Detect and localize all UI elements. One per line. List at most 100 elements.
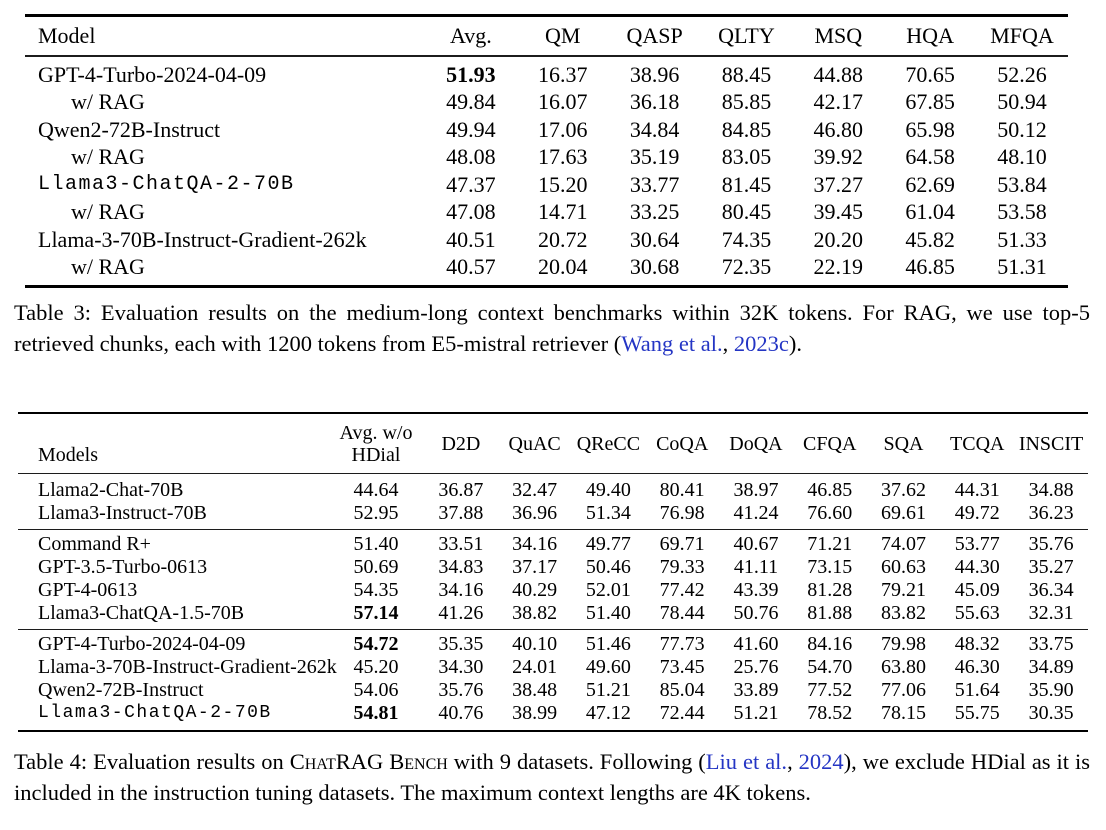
score-cell: 46.80 bbox=[813, 116, 864, 142]
table-3-body: GPT-4-Turbo-2024-04-09 51.93 16.37 38.96 88.… bbox=[25, 56, 1068, 287]
score-cell: 37.88 bbox=[438, 501, 484, 524]
score-cell: 67.85 bbox=[905, 89, 955, 114]
column-header: Models bbox=[38, 443, 98, 466]
score-cell: 74.07 bbox=[866, 528, 941, 556]
score-cell: 43.39 bbox=[733, 578, 779, 601]
citation-link[interactable]: 2023c bbox=[733, 330, 789, 356]
column-header: D2D bbox=[441, 432, 481, 455]
model-name: w/ RAG bbox=[71, 199, 145, 224]
column-header: HQA bbox=[906, 22, 954, 48]
column-header: Model bbox=[38, 22, 96, 48]
score-cell: 16.07 bbox=[538, 89, 588, 114]
model-name: Command R+ bbox=[18, 528, 328, 556]
score-cell: 77.06 bbox=[880, 678, 926, 701]
score-cell: 44.88 bbox=[813, 61, 864, 87]
model-name: GPT-3.5-Turbo-0613 bbox=[38, 555, 208, 578]
column-header: QReCC bbox=[576, 432, 641, 455]
score-cell: 41.11 bbox=[733, 555, 779, 578]
table-row: w/ RAG 49.84 16.07 36.18 85.85 42.17 67.85 50.9… bbox=[25, 88, 1068, 116]
score-cell: 47.12 bbox=[585, 701, 631, 724]
score-cell: 48.32 bbox=[940, 628, 1015, 656]
score-cell: 37.62 bbox=[880, 478, 926, 501]
score-cell: 74.35 bbox=[721, 226, 772, 252]
score-cell: 49.72 bbox=[954, 501, 1000, 524]
score-cell: 33.25 bbox=[629, 199, 680, 224]
table-row: Qwen2-72B-Instruct 49.94 17.06 34.84 84.85 46… bbox=[25, 116, 1068, 144]
table-row: Command R+ 51.40 33.51 34.16 49.77 69.71 40.67… bbox=[18, 528, 1088, 556]
score-cell: 20.20 bbox=[813, 226, 864, 252]
table-row: Llama3-ChatQA-2-70B 54.81 40.76 38.99 47.12 7… bbox=[18, 702, 1088, 731]
score-cell: 40.76 bbox=[438, 701, 484, 724]
score-cell: 84.16 bbox=[792, 628, 867, 656]
score-cell: 54.70 bbox=[807, 655, 853, 678]
score-cell: 51.46 bbox=[571, 628, 646, 656]
score-cell: 25.76 bbox=[733, 655, 779, 678]
score-cell: 69.71 bbox=[645, 528, 720, 556]
score-cell: 34.88 bbox=[1028, 478, 1074, 501]
column-header: QM bbox=[545, 22, 581, 48]
model-name: Llama3-ChatQA-1.5-70B bbox=[38, 601, 245, 624]
score-cell: 57.14 bbox=[353, 601, 399, 624]
score-cell: 85.04 bbox=[659, 678, 705, 701]
score-cell: 70.65 bbox=[905, 61, 955, 87]
citation-link[interactable]: Liu et al. bbox=[705, 748, 788, 774]
score-cell: 44.30 bbox=[954, 555, 1000, 578]
score-cell: 35.19 bbox=[629, 144, 680, 169]
score-cell: 38.82 bbox=[512, 601, 558, 624]
score-cell: 81.28 bbox=[807, 578, 853, 601]
score-cell: 51.21 bbox=[585, 678, 631, 701]
score-cell: 51.33 bbox=[997, 226, 1047, 252]
table-row: w/ RAG 47.08 14.71 33.25 80.45 39.45 61.04 53.5… bbox=[25, 198, 1068, 226]
model-name: GPT-4-Turbo-2024-04-09 bbox=[38, 61, 267, 87]
score-cell: 35.76 bbox=[438, 678, 484, 701]
table-4-body: Llama2-Chat-70B 44.64 36.87 32.47 49.40 80.41… bbox=[18, 473, 1088, 731]
score-cell: 77.52 bbox=[807, 678, 853, 701]
score-cell: 36.87 bbox=[438, 478, 484, 501]
score-cell: 40.10 bbox=[497, 628, 572, 656]
caption-text: , bbox=[722, 330, 734, 356]
table-row: w/ RAG 48.08 17.63 35.19 83.05 39.92 64.58 48.1… bbox=[25, 143, 1068, 171]
score-cell: 40.67 bbox=[719, 528, 793, 556]
score-cell: 20.72 bbox=[538, 226, 588, 252]
score-cell: 78.52 bbox=[807, 701, 853, 724]
citation-link[interactable]: 2024 bbox=[798, 748, 844, 774]
score-cell: 53.84 bbox=[997, 171, 1047, 197]
score-cell: 54.72 bbox=[328, 628, 424, 656]
model-name: GPT-4-Turbo-2024-04-09 bbox=[18, 628, 328, 656]
score-cell: 52.26 bbox=[997, 61, 1047, 87]
score-cell: 61.04 bbox=[905, 199, 955, 224]
score-cell: 50.76 bbox=[733, 601, 779, 624]
score-cell: 14.71 bbox=[538, 199, 588, 224]
score-cell: 34.83 bbox=[438, 555, 484, 578]
score-cell: 35.35 bbox=[424, 628, 498, 656]
score-cell: 48.10 bbox=[997, 144, 1047, 169]
score-cell: 65.98 bbox=[905, 116, 955, 142]
score-cell: 54.35 bbox=[353, 578, 399, 601]
score-cell: 38.97 bbox=[733, 478, 779, 501]
score-cell: 32.31 bbox=[1028, 601, 1074, 624]
citation-link[interactable]: Wang et al. bbox=[621, 330, 723, 356]
score-cell: 46.85 bbox=[905, 254, 955, 279]
score-cell: 71.21 bbox=[792, 528, 867, 556]
score-cell: 51.34 bbox=[585, 501, 631, 524]
score-cell: 49.77 bbox=[571, 528, 646, 556]
score-cell: 51.93 bbox=[446, 61, 496, 87]
table-3-caption: Table 3: Evaluation results on the mediu… bbox=[14, 297, 1090, 359]
score-cell: 50.94 bbox=[997, 89, 1047, 114]
score-cell: 81.45 bbox=[721, 171, 772, 197]
score-cell: 20.04 bbox=[538, 254, 588, 279]
score-cell: 80.41 bbox=[659, 478, 705, 501]
score-cell: 54.06 bbox=[353, 678, 399, 701]
table-row: Llama2-Chat-70B 44.64 36.87 32.47 49.40 80.41… bbox=[18, 473, 1088, 502]
score-cell: 50.69 bbox=[353, 555, 399, 578]
table-row: GPT-4-0613 54.35 34.16 40.29 52.01 77.42 43.39… bbox=[18, 579, 1088, 602]
score-cell: 46.30 bbox=[954, 655, 1000, 678]
table-row: Llama-3-70B-Instruct-Gradient-262k 40.51 2… bbox=[25, 226, 1068, 254]
table-row: Llama3-ChatQA-2-70B 47.37 15.20 33.77 81.45 3… bbox=[25, 171, 1068, 199]
score-cell: 15.20 bbox=[538, 171, 588, 197]
score-cell: 49.60 bbox=[585, 655, 631, 678]
table-row: Qwen2-72B-Instruct 54.06 35.76 38.48 51.21 85… bbox=[18, 679, 1088, 702]
score-cell: 36.18 bbox=[629, 89, 680, 114]
score-cell: 77.73 bbox=[645, 628, 720, 656]
